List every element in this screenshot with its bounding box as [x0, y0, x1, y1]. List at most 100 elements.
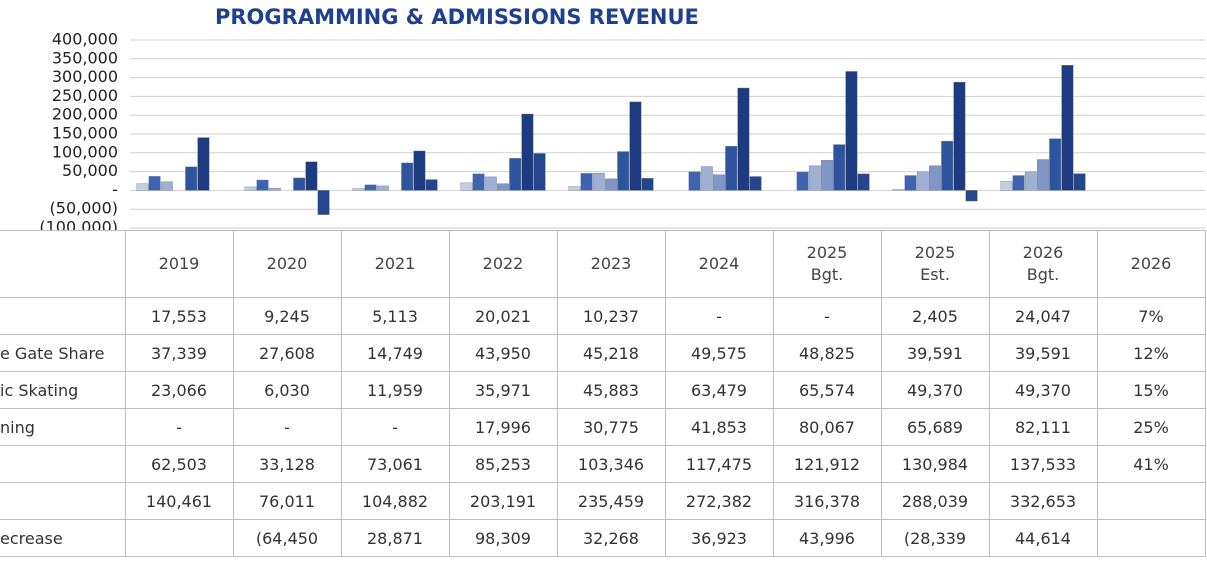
- bar: [401, 162, 414, 191]
- value-cell: -: [664, 297, 774, 335]
- bar: [509, 158, 522, 191]
- bar: [833, 144, 846, 191]
- bar: [472, 173, 485, 191]
- value-cell: 235,459: [556, 482, 666, 520]
- value-cell: 41,853: [664, 408, 774, 446]
- share-header: 2026: [1096, 230, 1206, 298]
- header-row: 2019 2020 2021 2022 2023 2024 2025 Bgt. 2025 Es…: [0, 230, 1206, 298]
- y-tick-label: 350,000: [52, 48, 118, 67]
- bar: [197, 137, 210, 191]
- value-cell: 137,533: [988, 445, 1098, 483]
- y-tick-label: (50,000): [50, 199, 118, 218]
- value-cell: 63,479: [664, 371, 774, 409]
- bar: [845, 71, 858, 191]
- value-cell: 332,653: [988, 482, 1098, 520]
- value-cell: 45,218: [556, 334, 666, 372]
- value-cell: 24,047: [988, 297, 1098, 335]
- bar: [592, 172, 605, 191]
- bar: [737, 87, 750, 191]
- value-cell: 36,923: [664, 519, 774, 557]
- value-cell: 27,608: [232, 334, 342, 372]
- bar: [484, 176, 497, 191]
- value-cell: [124, 519, 234, 557]
- value-cell: (64,450: [232, 519, 342, 557]
- bar: [425, 179, 438, 191]
- value-cell: 103,346: [556, 445, 666, 483]
- bar: [892, 189, 905, 191]
- value-cell: 5,113: [340, 297, 450, 335]
- bar: [521, 113, 534, 191]
- value-cell: 80,067: [772, 408, 882, 446]
- category-header: 2019: [124, 230, 234, 298]
- share-cell: 12%: [1096, 334, 1206, 372]
- value-cell: 316,378: [772, 482, 882, 520]
- bar: [1024, 171, 1037, 191]
- bar: [821, 160, 833, 191]
- bar: [929, 165, 941, 191]
- bar: [568, 186, 581, 191]
- bar: [688, 171, 701, 191]
- category-header: 2022: [448, 230, 558, 298]
- bar: [641, 178, 654, 191]
- bar: [268, 187, 281, 191]
- bar: [533, 153, 546, 191]
- value-cell: 35,971: [448, 371, 558, 409]
- y-tick-label: 300,000: [52, 67, 118, 86]
- value-cell: (28,339: [880, 519, 990, 557]
- value-cell: 23,066: [124, 371, 234, 409]
- bar: [700, 166, 713, 191]
- y-tick-label: 100,000: [52, 142, 118, 161]
- share-cell: [1096, 482, 1206, 520]
- bar: [305, 161, 318, 191]
- chart-title: PROGRAMMING & ADMISSIONS REVENUE: [215, 5, 699, 29]
- bar: [916, 171, 929, 191]
- bar: [904, 175, 917, 191]
- series-name: [0, 482, 126, 520]
- value-cell: 28,871: [340, 519, 450, 557]
- value-cell: -: [340, 408, 450, 446]
- bar: [1037, 159, 1049, 191]
- bar: [1073, 173, 1086, 191]
- bar: [1061, 65, 1074, 191]
- value-cell: 20,021: [448, 297, 558, 335]
- bar: [497, 183, 509, 191]
- bar: [953, 81, 966, 191]
- value-cell: 272,382: [664, 482, 774, 520]
- bar: [580, 173, 593, 191]
- value-cell: 33,128: [232, 445, 342, 483]
- value-cell: 82,111: [988, 408, 1098, 446]
- value-cell: 32,268: [556, 519, 666, 557]
- value-cell: 30,775: [556, 408, 666, 446]
- value-cell: 9,245: [232, 297, 342, 335]
- bar: [317, 190, 330, 215]
- share-cell: 25%: [1096, 408, 1206, 446]
- series-row: 140,461 76,011 104,882 203,191 235,459 272,38…: [0, 482, 1206, 520]
- share-cell: [1096, 519, 1206, 557]
- value-cell: 288,039: [880, 482, 990, 520]
- share-cell: 7%: [1096, 297, 1206, 335]
- y-tick-label: 200,000: [52, 105, 118, 124]
- value-cell: 76,011: [232, 482, 342, 520]
- value-cell: 17,553: [124, 297, 234, 335]
- category-header: 2025 Bgt.: [772, 230, 882, 298]
- value-cell: 10,237: [556, 297, 666, 335]
- value-cell: 43,950: [448, 334, 558, 372]
- bar: [617, 151, 630, 191]
- value-cell: 6,030: [232, 371, 342, 409]
- bar: [293, 177, 306, 191]
- bar: [857, 173, 870, 191]
- value-cell: 43,996: [772, 519, 882, 557]
- series-name: ning: [0, 408, 126, 446]
- category-header: 2020: [232, 230, 342, 298]
- value-cell: 117,475: [664, 445, 774, 483]
- series-name: [0, 297, 126, 335]
- bar: [352, 188, 365, 191]
- value-cell: 130,984: [880, 445, 990, 483]
- bar: [364, 184, 377, 191]
- value-cell: 65,689: [880, 408, 990, 446]
- value-cell: 37,339: [124, 334, 234, 372]
- corner-cell: [0, 230, 126, 298]
- chart: PROGRAMMING & ADMISSIONS REVENUE 400,000…: [39, 5, 1205, 230]
- series-row: ning - - -17,996 30,775 41,853 80,067 65,689 82,…: [0, 408, 1206, 446]
